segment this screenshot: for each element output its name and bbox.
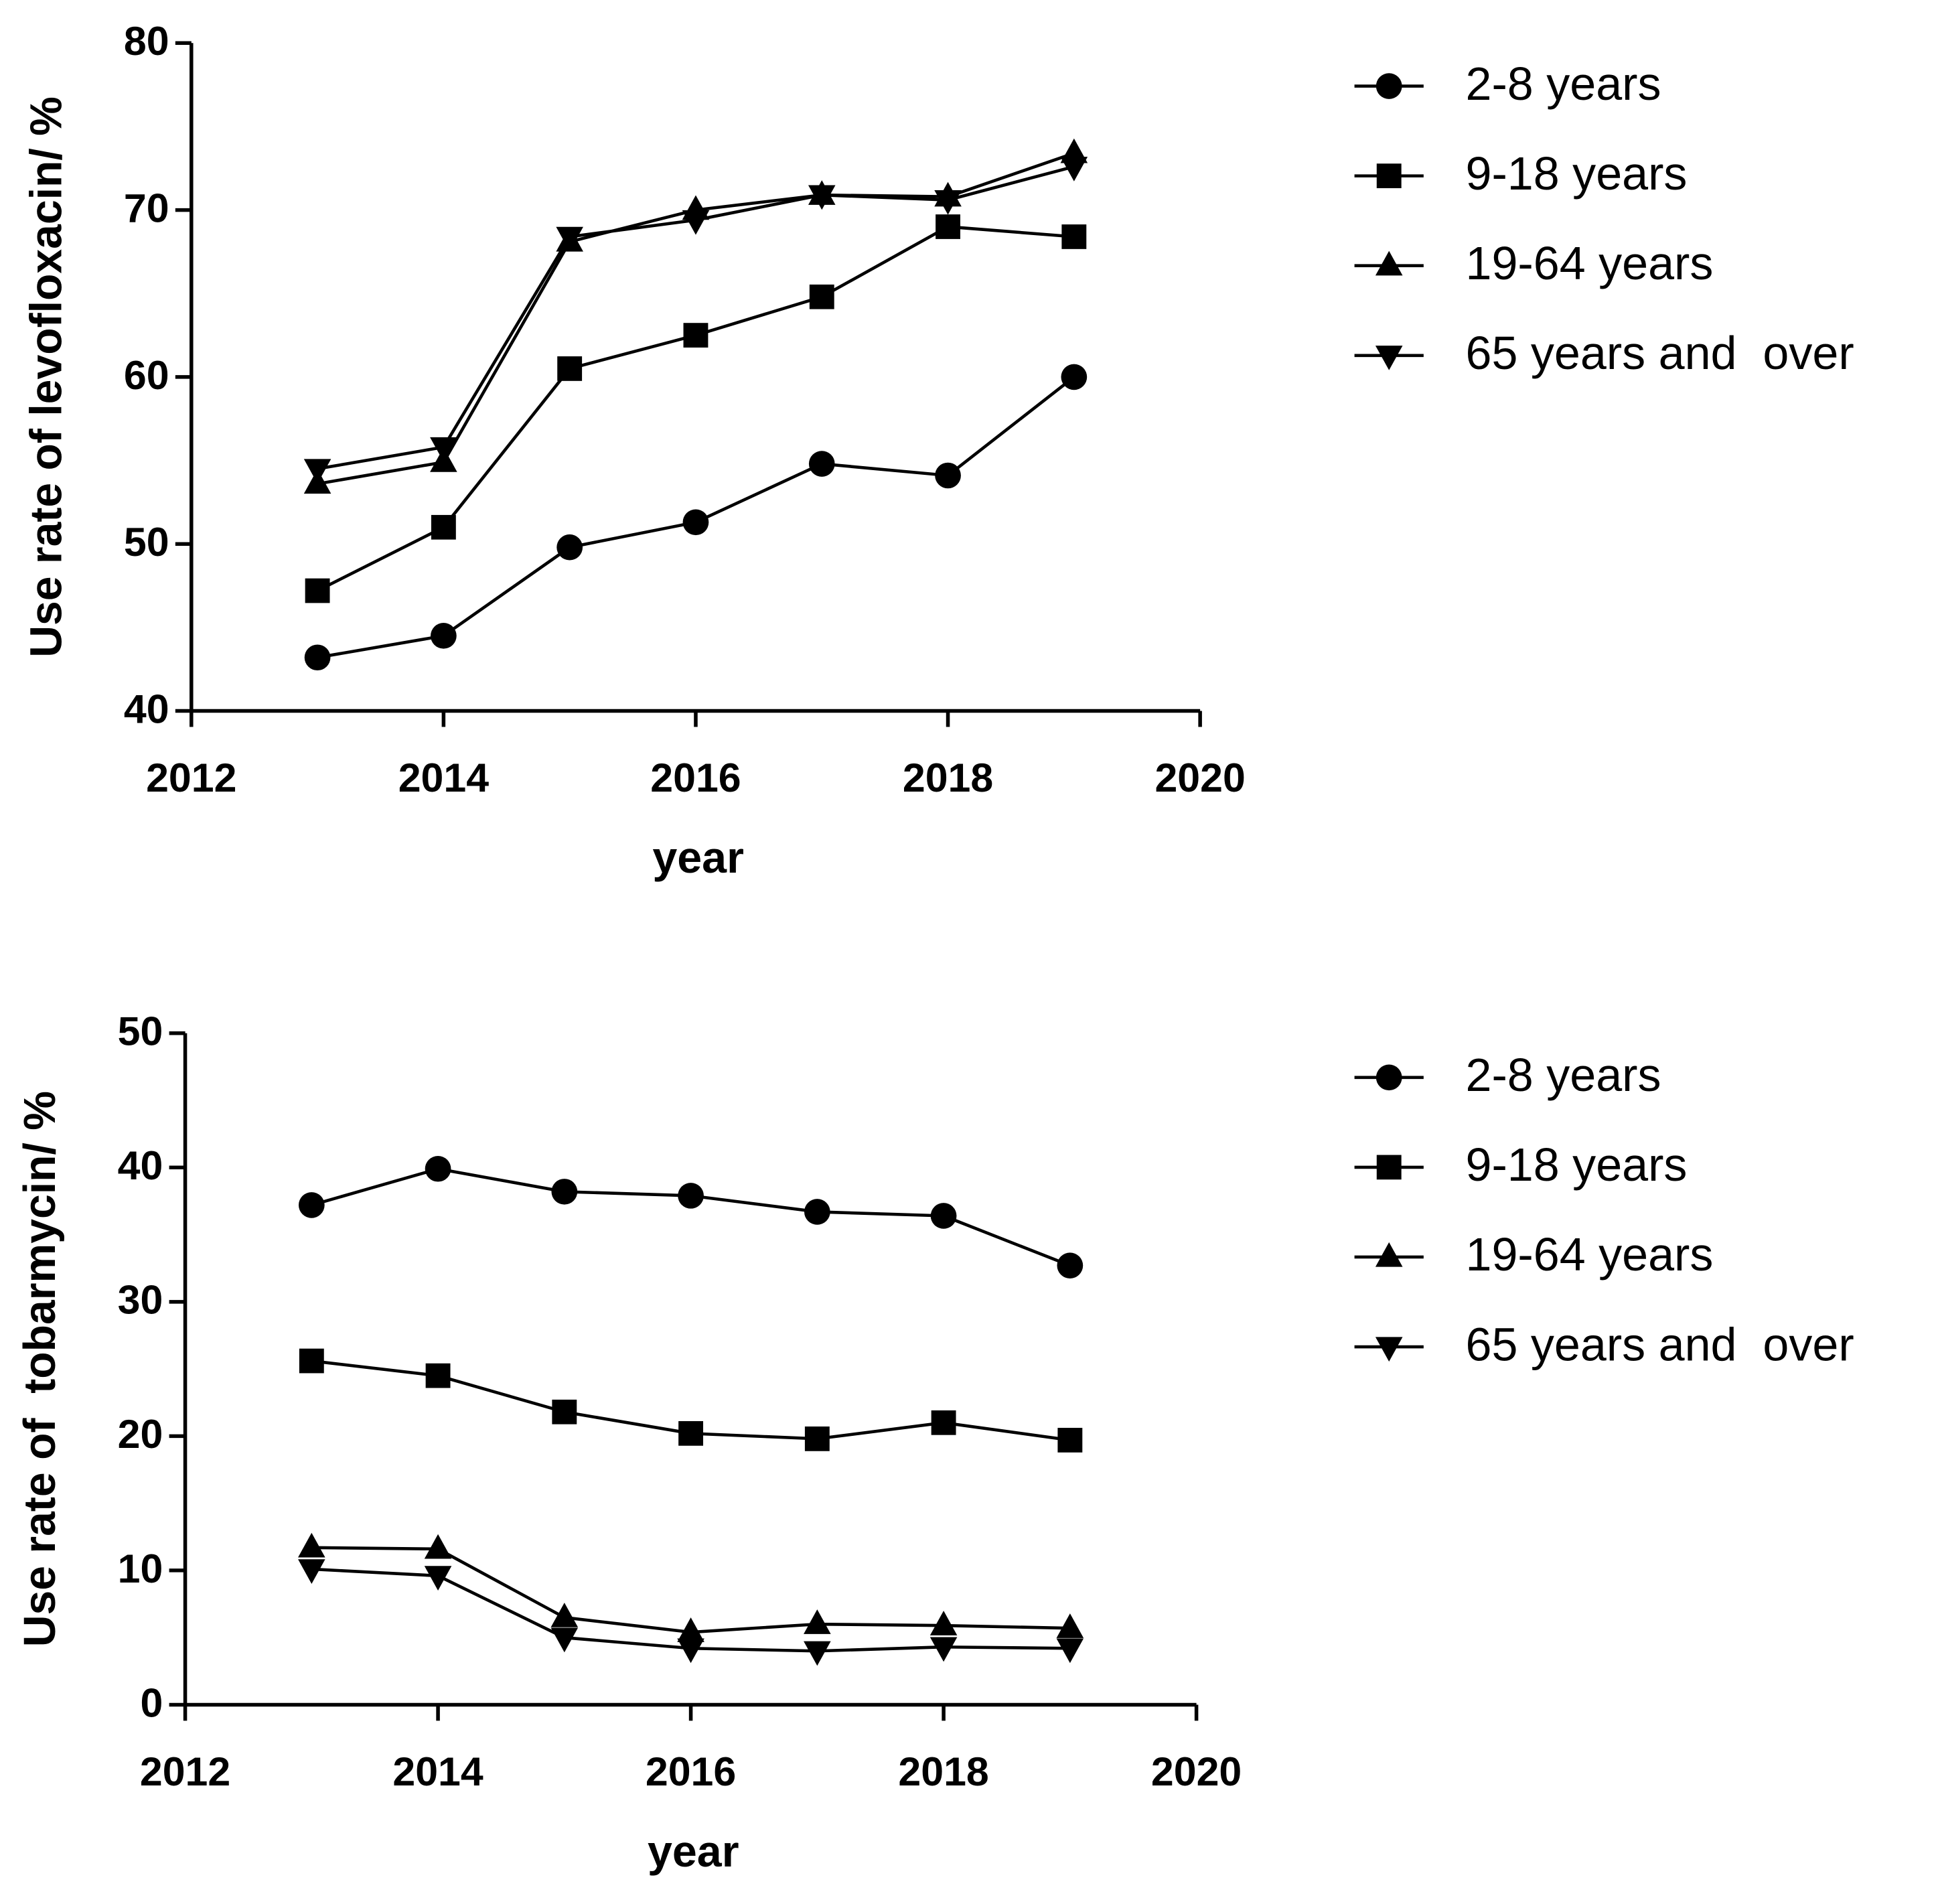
y-axis-label: Use rate of levofloxacin/ % (21, 96, 71, 658)
legend-marker (1375, 73, 1402, 99)
data-point (808, 185, 836, 210)
data-point (678, 1183, 704, 1209)
data-point (556, 226, 583, 252)
y-tick-label: 80 (124, 18, 169, 64)
data-point (677, 1638, 704, 1664)
data-point (682, 509, 709, 536)
legend-label: 19-64 years (1466, 237, 1714, 289)
data-point (298, 1559, 325, 1584)
legend-marker (1375, 1242, 1403, 1267)
y-tick-label: 70 (124, 186, 169, 231)
data-point (804, 1199, 830, 1225)
data-point (425, 1155, 451, 1182)
data-point (934, 190, 962, 215)
data-point (804, 1609, 831, 1634)
data-point (430, 437, 457, 462)
data-point (682, 210, 710, 235)
data-point (1061, 224, 1087, 249)
legend-marker (1375, 346, 1403, 370)
data-point (298, 1192, 325, 1218)
data-point (304, 644, 331, 671)
data-point (936, 214, 960, 239)
y-tick-label: 40 (124, 686, 169, 731)
y-axis-label: Use rate of tobarmycin/ % (15, 1091, 65, 1647)
data-point (305, 578, 330, 603)
data-point (551, 1179, 578, 1205)
legend-label: 9-18 years (1466, 1139, 1688, 1191)
x-axis-label: year (648, 1827, 739, 1877)
legend-label: 9-18 years (1466, 147, 1688, 200)
legend-label: 2-8 years (1466, 58, 1661, 110)
data-point (804, 1426, 830, 1451)
data-point (424, 1566, 452, 1591)
legend-label: 19-64 years (1466, 1228, 1714, 1280)
legend-label: 2-8 years (1466, 1049, 1661, 1101)
data-point (556, 534, 583, 561)
x-tick-label: 2012 (146, 755, 236, 800)
y-tick-label: 20 (118, 1411, 163, 1457)
data-point (1061, 364, 1088, 390)
x-tick-label: 2014 (398, 755, 490, 800)
data-point (557, 356, 583, 381)
data-point (1056, 1638, 1084, 1664)
data-point (1057, 1252, 1084, 1278)
x-tick-label: 2020 (1155, 755, 1245, 800)
x-tick-label: 2014 (392, 1749, 483, 1794)
data-point (931, 1410, 956, 1435)
legend-label: 65 years and over (1466, 327, 1854, 379)
data-point (299, 1348, 324, 1374)
y-tick-label: 10 (118, 1546, 163, 1591)
legend-label: 65 years and over (1466, 1318, 1854, 1370)
data-point (929, 1637, 958, 1662)
x-tick-label: 2018 (898, 1749, 988, 1794)
y-tick-label: 50 (124, 519, 169, 565)
data-point (935, 462, 961, 489)
y-tick-label: 60 (124, 352, 169, 398)
legend-marker (1375, 1337, 1403, 1362)
data-point (424, 1534, 452, 1559)
data-point (804, 1641, 831, 1666)
data-point (431, 623, 457, 649)
x-tick-label: 2016 (646, 1749, 736, 1794)
y-tick-label: 40 (118, 1143, 163, 1188)
data-point (677, 1617, 704, 1642)
y-tick-label: 0 (141, 1680, 163, 1725)
data-point (809, 284, 834, 309)
data-point (552, 1399, 577, 1424)
data-point (303, 459, 331, 484)
y-tick-label: 30 (118, 1277, 163, 1323)
data-point (1056, 1613, 1084, 1638)
data-point (550, 1627, 579, 1653)
data-point (683, 323, 709, 348)
data-point (929, 1611, 958, 1635)
data-point (1060, 157, 1088, 181)
x-tick-label: 2018 (903, 755, 993, 800)
data-point (1057, 1428, 1083, 1453)
legend-marker (1375, 1064, 1402, 1091)
series-line (317, 225, 1075, 593)
x-tick-label: 2016 (650, 755, 741, 800)
data-point (808, 451, 835, 477)
legend-marker (1376, 1155, 1402, 1180)
legend-marker (1376, 163, 1402, 188)
data-point (678, 1420, 704, 1446)
data-point (550, 1603, 579, 1627)
data-point (431, 514, 456, 540)
data-point (425, 1363, 451, 1388)
y-tick-label: 50 (118, 1009, 163, 1054)
legend-marker (1375, 250, 1403, 276)
x-axis-label: year (652, 833, 744, 883)
x-tick-label: 2012 (140, 1749, 230, 1794)
data-point (298, 1532, 325, 1558)
data-point (930, 1203, 957, 1229)
x-tick-label: 2020 (1151, 1749, 1242, 1794)
